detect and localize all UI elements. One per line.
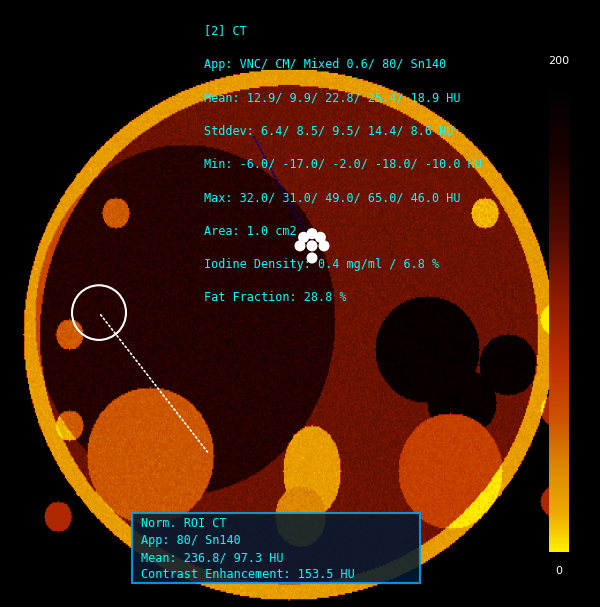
Text: Norm. ROI CT: Norm. ROI CT <box>141 517 227 530</box>
Circle shape <box>295 241 305 251</box>
Text: App: VNC/ CM/ Mixed 0.6/ 80/ Sn140: App: VNC/ CM/ Mixed 0.6/ 80/ Sn140 <box>204 58 446 70</box>
Text: Min: -6.0/ -17.0/ -2.0/ -18.0/ -10.0 HU: Min: -6.0/ -17.0/ -2.0/ -18.0/ -10.0 HU <box>204 158 482 171</box>
Text: Mean: 236.8/ 97.3 HU: Mean: 236.8/ 97.3 HU <box>141 551 284 564</box>
Text: Max: 32.0/ 31.0/ 49.0/ 65.0/ 46.0 HU: Max: 32.0/ 31.0/ 49.0/ 65.0/ 46.0 HU <box>204 191 461 204</box>
Circle shape <box>307 253 317 263</box>
Circle shape <box>299 232 308 242</box>
Text: Stddev: 6.4/ 8.5/ 9.5/ 14.4/ 8.6 HU: Stddev: 6.4/ 8.5/ 9.5/ 14.4/ 8.6 HU <box>204 124 454 137</box>
Circle shape <box>307 241 317 251</box>
Text: Mean: 12.9/ 9.9/ 22.8/ 25.4/ 18.9 HU: Mean: 12.9/ 9.9/ 22.8/ 25.4/ 18.9 HU <box>204 91 461 104</box>
Text: Iodine Density: 0.4 mg/ml / 6.8 %: Iodine Density: 0.4 mg/ml / 6.8 % <box>204 258 439 271</box>
Circle shape <box>316 232 325 242</box>
Circle shape <box>307 229 317 239</box>
Text: [2] CT: [2] CT <box>204 24 247 37</box>
Text: App: 80/ Sn140: App: 80/ Sn140 <box>141 534 241 547</box>
Text: Contrast Enhancement: 153.5 HU: Contrast Enhancement: 153.5 HU <box>141 568 355 581</box>
Text: Fat Fraction: 28.8 %: Fat Fraction: 28.8 % <box>204 291 347 304</box>
FancyBboxPatch shape <box>132 513 420 583</box>
Circle shape <box>319 241 329 251</box>
Text: 0: 0 <box>555 566 562 577</box>
Text: 200: 200 <box>548 56 569 66</box>
Text: Area: 1.0 cm2: Area: 1.0 cm2 <box>204 225 296 237</box>
